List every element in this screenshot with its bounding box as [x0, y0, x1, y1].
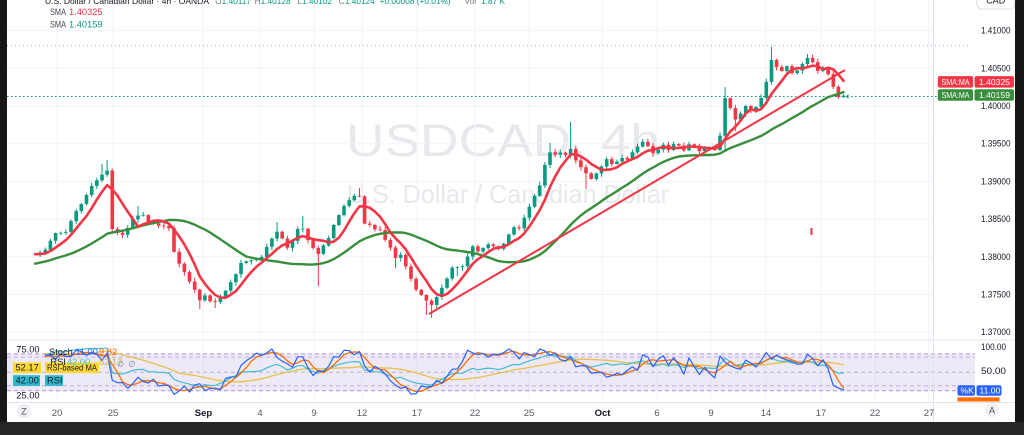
svg-text:17: 17: [412, 408, 423, 419]
svg-text:52.17: 52.17: [16, 363, 39, 373]
svg-text:∅ ∅: ∅ ∅: [117, 360, 135, 369]
svg-text:Oct: Oct: [595, 408, 612, 419]
svg-text:1.37500: 1.37500: [981, 290, 1011, 300]
svg-text:1.40159: 1.40159: [979, 90, 1010, 100]
svg-text:1.37000: 1.37000: [981, 327, 1011, 337]
svg-text:Sep: Sep: [195, 408, 213, 419]
svg-text:RSI: RSI: [47, 375, 63, 385]
svg-text:RSI-based MA: RSI-based MA: [47, 363, 97, 373]
svg-text:%K: %K: [961, 386, 975, 396]
svg-text:22: 22: [470, 408, 481, 419]
svg-text:6: 6: [654, 408, 659, 419]
svg-text:1.38500: 1.38500: [981, 214, 1011, 224]
svg-text:100.00: 100.00: [981, 342, 1006, 352]
svg-text:75.00: 75.00: [16, 345, 39, 355]
svg-text:U.S. Dollar / Canadian Dollar: U.S. Dollar / Canadian Dollar · 4h · OAN…: [45, 0, 209, 6]
svg-text:SMA:MA: SMA:MA: [942, 90, 970, 100]
svg-text:9: 9: [708, 408, 713, 419]
svg-text:9: 9: [311, 408, 316, 419]
svg-text:U.S. Dollar / Canadian Dollar: U.S. Dollar / Canadian Dollar: [347, 179, 669, 209]
svg-text:Z: Z: [21, 407, 27, 417]
svg-text:25.00: 25.00: [16, 391, 39, 401]
svg-text:25: 25: [524, 408, 535, 419]
svg-text:1.41000: 1.41000: [981, 26, 1011, 36]
svg-text:1.39000: 1.39000: [981, 176, 1011, 186]
svg-text:4: 4: [257, 408, 262, 419]
svg-text:22: 22: [870, 408, 881, 419]
svg-text:14: 14: [761, 408, 772, 419]
svg-text:20: 20: [52, 408, 63, 419]
svg-text:1.40000: 1.40000: [981, 101, 1011, 111]
svg-text:1.40325: 1.40325: [979, 77, 1010, 87]
svg-text:17: 17: [816, 408, 827, 419]
svg-text:CAD: CAD: [986, 0, 1006, 6]
svg-text:SMA:MA: SMA:MA: [942, 77, 970, 87]
svg-text:1.40500: 1.40500: [981, 63, 1011, 73]
svg-text:42.00: 42.00: [16, 375, 39, 385]
svg-text:1.39500: 1.39500: [981, 139, 1011, 149]
svg-text:11.00: 11.00: [980, 386, 1001, 396]
svg-text:50.00: 50.00: [981, 366, 1006, 376]
svg-text:1.38000: 1.38000: [981, 252, 1011, 262]
svg-text:A: A: [989, 406, 995, 416]
svg-text:USDCAD, 4h: USDCAD, 4h: [346, 115, 660, 166]
svg-text:27: 27: [924, 408, 935, 419]
svg-text:12: 12: [357, 408, 368, 419]
svg-text:25: 25: [108, 408, 119, 419]
